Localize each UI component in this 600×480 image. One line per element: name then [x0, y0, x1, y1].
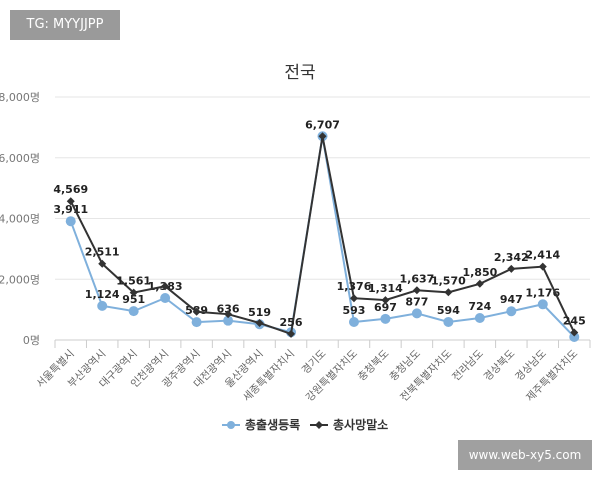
data-point	[65, 216, 76, 227]
legend-label: 총사망말소	[333, 417, 388, 432]
data-label: 519	[248, 306, 271, 319]
data-point	[474, 313, 485, 324]
data-label: 594	[437, 304, 460, 317]
data-label: 1,637	[400, 272, 435, 285]
data-point	[381, 296, 390, 305]
data-label: 1,570	[431, 274, 466, 287]
data-point	[66, 197, 75, 206]
data-label: 1,314	[368, 282, 403, 295]
data-point	[97, 300, 108, 311]
legend-marker	[315, 421, 323, 429]
series-line-1	[69, 136, 576, 336]
data-point	[224, 310, 233, 319]
data-point	[570, 328, 579, 337]
y-tick-label: 2,000명	[0, 273, 40, 286]
data-label: 697	[374, 301, 397, 314]
data-label: 593	[342, 304, 365, 317]
data-point	[287, 329, 296, 338]
data-label: 1,376	[337, 280, 372, 293]
data-label: 2,342	[494, 251, 529, 264]
chart-title: 전국	[284, 63, 316, 83]
data-point	[348, 316, 359, 327]
data-point	[569, 331, 580, 342]
x-tick-label: 경기도	[299, 347, 329, 377]
data-point	[444, 288, 453, 297]
data-label: 245	[563, 315, 586, 328]
data-point	[475, 279, 484, 288]
data-label: 1,850	[462, 266, 497, 279]
data-point	[349, 294, 358, 303]
data-point	[380, 313, 391, 324]
data-point	[538, 262, 547, 271]
data-point	[160, 292, 171, 303]
data-label: 947	[500, 293, 523, 306]
data-point	[443, 316, 454, 327]
data-label: 724	[468, 300, 491, 313]
data-label: 636	[217, 303, 240, 316]
x-tick-label: 충청북도	[356, 347, 392, 383]
data-label: 2,511	[85, 246, 120, 259]
data-point	[191, 317, 202, 328]
data-point	[412, 286, 421, 295]
data-label: 3,911	[53, 203, 88, 216]
data-label: 256	[280, 316, 303, 329]
data-point	[98, 259, 107, 268]
series-line-0	[69, 136, 575, 338]
data-point	[318, 132, 327, 141]
data-point	[537, 299, 548, 310]
data-point	[255, 318, 264, 327]
y-tick-label: 0명	[23, 334, 40, 347]
data-point	[223, 315, 234, 326]
data-label: 6,707	[305, 118, 340, 131]
data-label: 4,569	[53, 183, 88, 196]
x-tick-label: 전라남도	[450, 347, 486, 383]
x-tick-label: 경상북도	[481, 347, 518, 384]
data-point	[129, 288, 138, 297]
y-tick-label: 4,000명	[0, 213, 40, 226]
data-label: 2,414	[525, 249, 560, 262]
data-label: 951	[122, 293, 145, 306]
data-point	[506, 306, 517, 317]
watermark-bottom: www.web-xy5.com	[458, 440, 592, 470]
data-point	[161, 282, 170, 291]
data-point	[507, 264, 516, 273]
legend-marker	[227, 421, 235, 429]
watermark-top: TG: MYYJJPP	[10, 10, 120, 40]
data-label: 1,561	[116, 275, 151, 288]
data-label: 1,124	[85, 288, 120, 301]
data-label: 1,176	[525, 286, 560, 299]
data-point	[192, 307, 201, 316]
y-tick-label: 8,000명	[0, 91, 40, 104]
legend-label: 총출생등록	[245, 417, 300, 432]
y-tick-label: 6,000명	[0, 152, 40, 165]
data-point	[411, 308, 422, 319]
data-label: 877	[405, 295, 428, 308]
data-point	[128, 306, 139, 317]
